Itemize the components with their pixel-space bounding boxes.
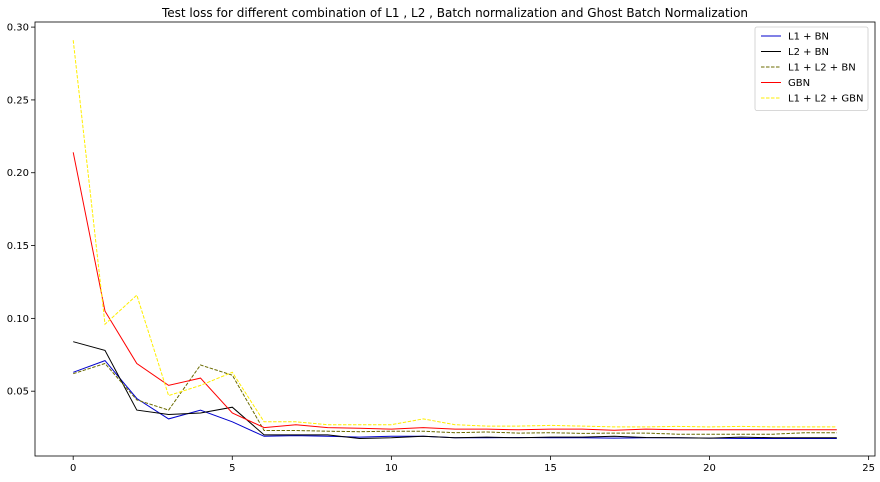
y-tick-label: 0.20: [7, 168, 29, 179]
y-tick-label: 0.05: [7, 387, 29, 398]
legend: L1 + BN L2 + BN L1 + L2 + BN GBN L1 + L2 + G…: [754, 26, 869, 111]
x-tick-label: 0: [70, 463, 76, 474]
x-axis: 0 5 10 15 20 25: [70, 456, 875, 474]
y-tick-label: 0.10: [7, 314, 29, 325]
x-tick-label: 15: [544, 463, 557, 474]
legend-label: L1 + L2 + BN: [788, 63, 856, 74]
y-tick-label: 0.15: [7, 241, 29, 252]
legend-label: GBN: [788, 78, 810, 89]
legend-label: L2 + BN: [788, 47, 829, 58]
y-tick-label: 0.25: [7, 95, 29, 106]
x-tick-label: 20: [703, 463, 716, 474]
series-lines: [72, 40, 837, 440]
series-line-5: [72, 40, 837, 428]
y-axis: 0.05 0.10 0.15 0.20 0.25 0.30: [7, 23, 35, 398]
y-tick-label: 0.30: [7, 23, 29, 34]
plot-area: [34, 21, 876, 457]
series-line-4: [72, 152, 837, 431]
x-tick-label: 10: [385, 463, 398, 474]
series-line-3: [73, 362, 837, 435]
x-tick-label: 5: [229, 463, 235, 474]
legend-label: L1 + L2 + GBN: [788, 94, 863, 105]
chart-title: Test loss for different combination of L…: [161, 6, 748, 20]
x-tick-label: 25: [862, 463, 875, 474]
series-line-2: [73, 341, 837, 440]
legend-label: L1 + BN: [788, 32, 829, 43]
legend-box: [754, 26, 869, 111]
